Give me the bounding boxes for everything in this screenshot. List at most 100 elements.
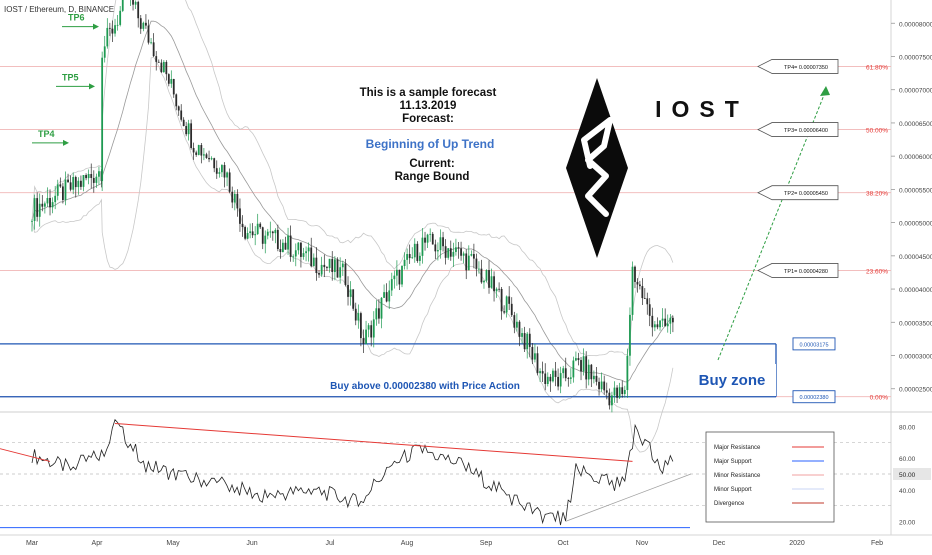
candle-body [142,22,145,29]
candle-body [521,333,523,337]
candle-body [478,268,480,270]
candle-body [378,308,380,319]
candle-body [493,276,495,292]
candle-body [246,233,249,239]
candle-body [259,223,262,228]
candlesticks [31,0,674,413]
candle-body [331,258,334,273]
candle-body [274,229,277,234]
candle-body [498,288,500,290]
past-target-label: TP5 [62,72,79,82]
candle-body [362,338,365,344]
time-tick-label: Sep [480,540,493,547]
candle-body [375,308,378,320]
candle-body [411,257,414,259]
candle-body [562,368,565,374]
candle-body [160,62,163,73]
candle-body [598,381,600,390]
candle-body [380,297,383,319]
candle-body [300,242,302,257]
candle-body [472,254,475,259]
candle-body [623,389,626,395]
candle-body [147,25,150,43]
buy-zone[interactable]: 0.00003175 0.00002380 [0,337,836,404]
candle-body [344,263,347,285]
buy-zone-upper-value: 0.00003175 [799,342,828,348]
candle-body [444,246,447,258]
candle-body [92,177,95,183]
candle-body [172,78,175,95]
target-label: TP1= 0.00004280 [784,269,828,275]
legend-item-label: Major Resistance [714,445,761,451]
candle-body [41,203,44,207]
candle-body [38,203,41,217]
candle-body [197,145,200,155]
candle-body [87,174,90,179]
candle-body [271,231,274,234]
time-tick-label: Jul [326,540,335,547]
price-tick-label: 0.00004000 [899,287,932,294]
candle-body [182,119,185,127]
time-tick-label: Nov [636,540,649,547]
buy-zone-label-bg [686,364,776,396]
candle-body [43,203,46,207]
current-label: Current: [409,158,454,170]
candle-body [544,373,547,384]
current-value: Range Bound [395,171,470,183]
candle-body [205,154,208,158]
rsi-tick-label: 20.00 [899,519,916,526]
candle-body [282,242,284,252]
symbol-title: IOST / Ethereum, D, BINANCE [4,5,114,14]
candle-body [669,317,672,324]
candle-body [254,234,257,236]
candle-body [195,152,198,155]
candle-body [315,257,318,274]
candle-body [180,110,183,120]
candle-body [488,270,490,288]
candle-body [80,180,82,187]
candle-body [549,376,552,382]
candle-body [101,57,104,182]
forecast-note-date: 11.13.2019 [400,100,457,112]
candle-body [418,255,421,261]
candle-body [462,253,465,256]
rsi-early-resistance [0,448,51,462]
time-tick-label: Jun [246,540,257,547]
candle-body [455,247,457,252]
candle-body [582,356,585,372]
legend-item-label: Minor Support [714,487,752,493]
candle-body [221,165,223,173]
buy-zone-lower-value: 0.00002380 [799,395,828,401]
candle-body [294,250,297,257]
candle-body [431,233,434,245]
candle-body [36,198,39,217]
bollinger-bands [31,0,674,453]
candle-body [269,231,272,233]
candle-body [249,231,252,234]
candle-body [447,248,450,258]
candle-body [236,193,239,209]
candle-body [103,46,106,58]
candle-body [638,284,641,287]
candle-body [546,376,549,384]
candle-body [557,376,559,387]
candle-body [621,387,624,395]
candle-body [231,191,234,203]
rsi-divergence [565,473,692,522]
target-callout [757,185,839,201]
candle-body [67,179,69,183]
price-tick-label: 0.00007500 [899,54,932,61]
candle-body [264,235,267,244]
candle-body [641,286,644,299]
candle-body [167,74,170,84]
candle-body [429,233,432,235]
fib-label: 0.00% [870,395,889,402]
candle-body [643,298,646,299]
candle-body [572,360,575,378]
price-tick-label: 0.00003500 [899,320,932,327]
candle-body [95,176,98,183]
candle-body [302,253,305,257]
price-tick-label: 0.00007000 [899,88,932,95]
candle-body [333,259,336,273]
time-tick-label: Feb [871,540,883,547]
